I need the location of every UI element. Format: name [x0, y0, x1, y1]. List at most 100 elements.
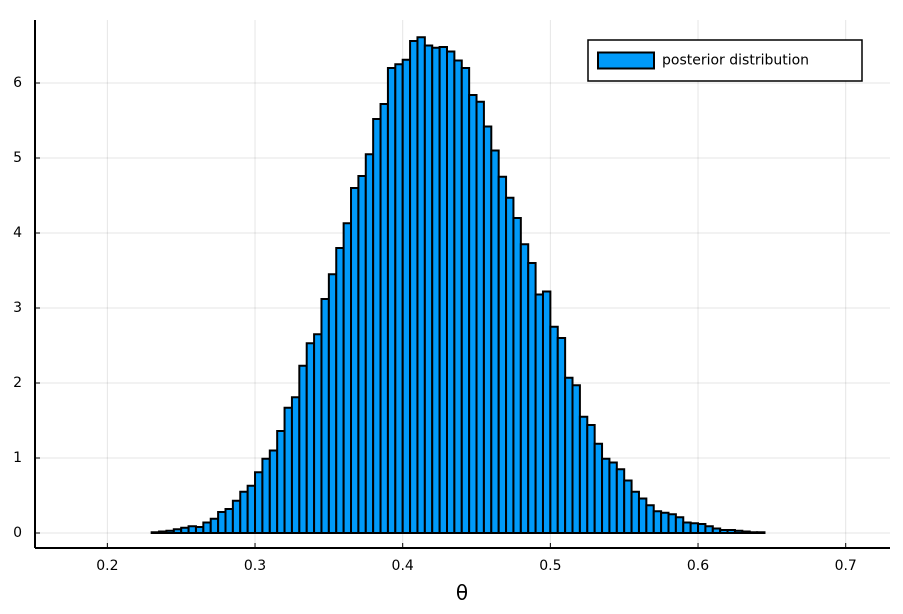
- bar: [357, 175, 367, 534]
- bar: [697, 523, 707, 534]
- bar: [445, 50, 456, 534]
- bar: [320, 298, 330, 534]
- bar: [586, 424, 596, 534]
- bar: [431, 46, 441, 534]
- bar: [689, 522, 700, 534]
- x-tick-label: 0.5: [539, 558, 561, 574]
- bar: [534, 293, 544, 534]
- bar: [409, 40, 419, 534]
- y-tick-label: 3: [13, 300, 22, 316]
- bar: [623, 479, 633, 534]
- bar: [342, 222, 353, 534]
- bar: [290, 396, 301, 534]
- bar: [660, 511, 670, 534]
- x-tick-label: 0.6: [687, 558, 709, 574]
- bar: [350, 187, 360, 534]
- bar: [416, 36, 426, 534]
- bar: [276, 430, 286, 534]
- bar: [246, 484, 257, 534]
- bar: [313, 333, 323, 534]
- bar: [637, 497, 648, 534]
- bar: [512, 217, 522, 534]
- x-axis-label: θ: [456, 581, 468, 605]
- bar: [202, 521, 212, 534]
- bar: [519, 243, 530, 534]
- bar: [231, 499, 242, 534]
- bar: [180, 526, 190, 534]
- bar: [756, 531, 766, 534]
- y-tick-label: 0: [13, 525, 22, 541]
- bar: [335, 247, 345, 534]
- bar: [364, 153, 375, 534]
- bar: [386, 67, 397, 534]
- bar: [187, 525, 197, 534]
- bar: [468, 94, 478, 534]
- bar: [475, 100, 485, 534]
- bar: [268, 449, 279, 534]
- bar: [615, 468, 626, 534]
- bar: [172, 528, 183, 534]
- bar: [239, 490, 249, 534]
- bar: [217, 511, 227, 534]
- bar: [541, 290, 552, 534]
- bar: [527, 262, 537, 534]
- x-tick-label: 0.2: [96, 558, 118, 574]
- bars: [150, 36, 766, 534]
- bar: [748, 531, 759, 534]
- bar: [327, 273, 338, 534]
- bar: [578, 415, 589, 534]
- bar: [165, 529, 175, 534]
- bar: [630, 490, 640, 534]
- x-tick-label: 0.4: [392, 558, 414, 574]
- bar: [305, 342, 316, 534]
- bar: [224, 508, 234, 534]
- bar: [726, 529, 736, 534]
- bar: [482, 125, 493, 534]
- bar: [645, 504, 655, 534]
- bar: [497, 175, 508, 534]
- bar: [379, 103, 389, 534]
- bar: [601, 457, 611, 534]
- bar: [549, 325, 559, 534]
- bar: [261, 457, 271, 534]
- bar: [401, 58, 412, 534]
- bar: [283, 406, 293, 534]
- bar: [423, 44, 434, 534]
- y-tick-label: 1: [13, 450, 22, 466]
- legend-swatch: [597, 51, 655, 70]
- bar: [150, 531, 161, 534]
- bar: [505, 196, 515, 534]
- bar: [209, 517, 220, 534]
- bar: [719, 529, 729, 534]
- bar: [711, 527, 722, 534]
- bar: [608, 461, 618, 534]
- bar: [733, 529, 744, 534]
- bar: [682, 521, 692, 534]
- bar: [593, 442, 604, 534]
- bar: [298, 364, 308, 534]
- bar: [556, 337, 567, 534]
- bar: [194, 526, 205, 534]
- y-tick-label: 4: [13, 225, 22, 241]
- bar: [490, 149, 500, 534]
- bar: [460, 67, 471, 534]
- bar: [372, 118, 382, 534]
- legend-label: posterior distribution: [662, 53, 809, 69]
- y-tick-label: 6: [13, 75, 22, 91]
- y-tick-label: 2: [13, 375, 22, 391]
- bar: [453, 59, 463, 534]
- bar: [741, 530, 751, 534]
- bar: [571, 384, 581, 534]
- bar: [674, 516, 685, 534]
- bar: [158, 530, 168, 534]
- bar: [564, 376, 574, 534]
- bar: [667, 513, 677, 534]
- bar: [652, 510, 663, 534]
- bar: [394, 63, 404, 534]
- bar: [438, 46, 448, 534]
- bar: [704, 525, 714, 534]
- bar: [254, 471, 264, 534]
- x-tick-label: 0.7: [835, 558, 857, 574]
- y-tick-label: 5: [13, 150, 22, 166]
